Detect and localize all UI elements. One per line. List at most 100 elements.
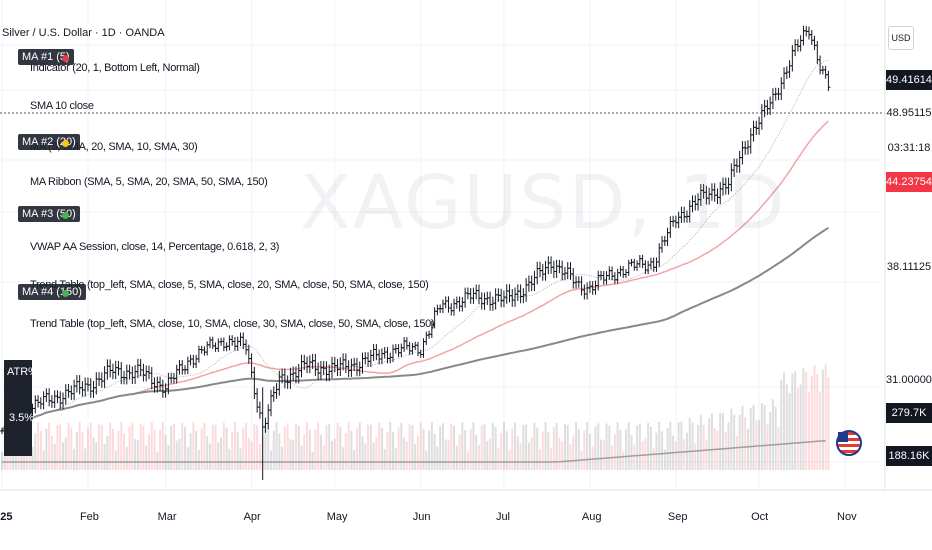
volume-bar <box>161 422 164 470</box>
volume-bar <box>250 441 253 470</box>
volume-bar <box>780 379 783 470</box>
volume-bar <box>763 405 766 470</box>
volume-bar <box>159 429 162 470</box>
indicator-legend-item[interactable]: VWAP AA Session, close, 14, Percentage, … <box>30 241 280 253</box>
volume-bar <box>358 422 361 470</box>
indicator-legend-item[interactable]: SMA 10 close <box>30 100 94 112</box>
volume-bar <box>727 422 730 470</box>
volume-bar <box>247 437 250 470</box>
volume-bar <box>622 451 625 470</box>
volume-bar <box>153 429 156 470</box>
volume-bar <box>608 426 611 470</box>
indicator-legend-item[interactable]: Indicator (20, 1, Bottom Left, Normal) <box>30 62 200 74</box>
volume-bar <box>600 439 603 470</box>
volume-bar <box>550 448 553 470</box>
volume-bar <box>195 430 198 470</box>
volume-bar <box>824 363 827 470</box>
volume-bar <box>624 429 627 470</box>
volume-bar <box>733 414 736 470</box>
volume-bar <box>92 437 95 470</box>
volume-bar <box>67 422 70 470</box>
volume-bar <box>347 422 350 470</box>
volume-bar <box>699 414 702 470</box>
volume-bar <box>31 447 34 470</box>
time-axis-label: Jul <box>495 511 510 523</box>
volume-bar <box>253 424 256 470</box>
volume-bar <box>577 428 580 470</box>
volume-bar <box>175 440 178 470</box>
volume-bar <box>128 426 131 470</box>
volume-bar <box>702 424 705 470</box>
ma-tag[interactable]: MA #4 (150) <box>18 284 86 300</box>
volume-bar <box>408 424 411 470</box>
volume-bar <box>453 425 456 470</box>
volume-bar <box>525 424 528 470</box>
volume-bar <box>217 442 220 470</box>
ma-tag[interactable]: MA #1 (5) <box>18 49 74 65</box>
volume-bar <box>807 392 810 470</box>
volume-bar <box>200 428 203 470</box>
volume-bar <box>572 435 575 470</box>
volume-bar <box>48 422 51 470</box>
volume-bar <box>131 423 134 470</box>
indicator-legend-item[interactable]: Trend Table (top_left, SMA, close, 10, S… <box>30 318 435 330</box>
volume-bar <box>89 422 92 470</box>
time-axis-label: Oct <box>751 511 769 523</box>
volume-bar <box>383 449 386 470</box>
volume-bar <box>50 436 53 470</box>
indicator-legend-item[interactable]: Trend Table (top_left, SMA, close, 5, SM… <box>30 279 429 291</box>
price-label: 03:31:18 <box>886 138 932 158</box>
currency-selector[interactable]: USD <box>888 26 914 50</box>
volume-bar <box>428 430 431 470</box>
indicator-legend-item[interactable]: MA Ribbon (SMA, 5, SMA, 20, SMA, 50, SMA… <box>30 176 268 188</box>
volume-bar <box>649 426 652 470</box>
volume-bar <box>184 426 187 470</box>
us-flag-icon[interactable] <box>836 430 862 456</box>
ma-tag[interactable]: MA #3 (50) <box>18 206 80 222</box>
volume-bar <box>450 423 453 470</box>
volume-bar <box>530 437 533 470</box>
price-label: 44.23754 <box>886 172 932 192</box>
status-dot-icon <box>62 55 69 62</box>
volume-bar <box>466 451 469 470</box>
volume-bar <box>638 423 641 470</box>
volume-bar <box>813 365 816 470</box>
volume-bar <box>583 430 586 470</box>
volume-bar <box>433 433 436 470</box>
volume-bar <box>799 384 802 470</box>
volume-bar <box>708 418 711 470</box>
volume-bar <box>392 432 395 470</box>
volume-bar <box>710 413 713 470</box>
volume-bar <box>486 440 489 470</box>
time-axis-label: Nov <box>837 511 857 523</box>
volume-bar <box>364 443 367 470</box>
volume-bar <box>658 422 661 470</box>
volume-bar <box>170 425 173 470</box>
volume-bar <box>125 446 128 470</box>
volume-bar <box>669 421 672 470</box>
ma-tag[interactable]: MA #2 (20) <box>18 134 80 150</box>
volume-bar <box>70 427 73 470</box>
volume-bar <box>325 425 328 470</box>
volume-bar <box>303 434 306 470</box>
price-label: 49.41614 <box>886 70 932 90</box>
volume-bar <box>369 424 372 470</box>
volume-bar <box>380 427 383 470</box>
volume-bar <box>464 429 467 470</box>
volume-bar <box>744 417 747 470</box>
volume-bar <box>519 443 522 470</box>
volume-bar <box>120 422 123 470</box>
volume-bar <box>716 430 719 470</box>
volume-bar <box>430 422 433 470</box>
volume-bar <box>222 422 225 470</box>
volume-bar <box>419 422 422 470</box>
volume-bar <box>705 439 708 470</box>
volume-bar <box>771 399 774 470</box>
volume-bar <box>56 424 59 470</box>
volume-bar <box>441 423 444 470</box>
volume-bar <box>231 431 234 470</box>
volume-bar <box>100 425 103 470</box>
volume-bar <box>84 448 87 470</box>
volume-bar <box>538 449 541 470</box>
